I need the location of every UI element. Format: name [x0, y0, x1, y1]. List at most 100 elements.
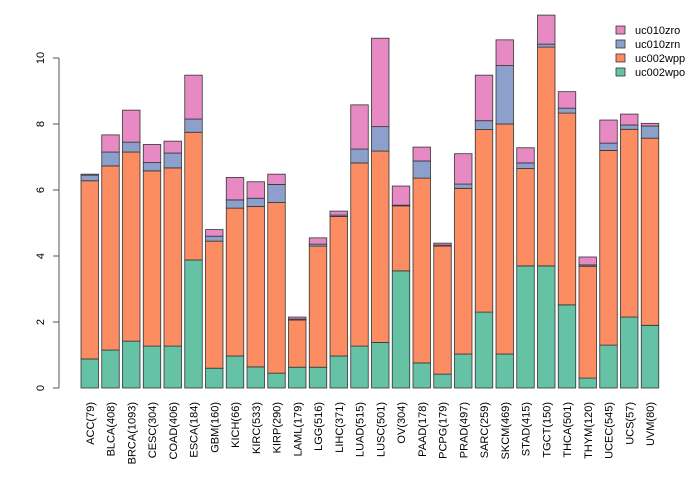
- bar-segment-uc010zro: [267, 173, 286, 185]
- legend-label: uc002wpo: [635, 67, 685, 79]
- bar-segment-uc002wpo: [163, 345, 182, 389]
- bar-segment-uc002wpp: [371, 150, 390, 343]
- bar-segment-uc002wpp: [267, 202, 286, 374]
- x-tick-label: CESC(304): [147, 402, 159, 458]
- x-tick-label: UCEC(545): [604, 402, 616, 459]
- bar-segment-uc002wpp: [454, 187, 473, 355]
- x-tick-label: THYM(120): [583, 402, 595, 459]
- bar-segment-uc010zro: [80, 173, 99, 176]
- bar-segment-uc010zrn: [599, 142, 618, 151]
- bar-segment-uc002wpo: [329, 355, 348, 389]
- bar-segment-uc010zro: [433, 242, 452, 246]
- bar-segment-uc002wpp: [391, 205, 411, 272]
- bar-segment-uc010zrn: [537, 43, 556, 48]
- bar-segment-uc010zro: [184, 74, 203, 120]
- bar-segment-uc002wpo: [308, 366, 328, 389]
- bar-segment-uc010zrn: [474, 120, 494, 131]
- bar-segment-uc002wpp: [474, 129, 494, 313]
- y-tick-label: 6: [35, 187, 47, 193]
- x-tick-label: LUSC(501): [375, 402, 387, 457]
- bar-segment-uc002wpo: [391, 270, 411, 389]
- bar-segment-uc002wpp: [142, 170, 162, 347]
- y-tick-label: 8: [35, 121, 47, 127]
- bar-segment-uc010zro: [620, 113, 639, 126]
- x-tick-label: LGG(516): [313, 402, 325, 451]
- legend-label: uc010zrn: [635, 39, 680, 51]
- bar-segment-uc002wpp: [537, 46, 556, 267]
- bar-segment-uc010zro: [225, 177, 245, 201]
- bar-segment-uc010zro: [495, 39, 514, 66]
- x-tick-label: OV(304): [396, 402, 408, 444]
- y-tick-label: 4: [35, 253, 47, 259]
- x-tick-label: SARC(259): [479, 402, 491, 458]
- bar-segment-uc002wpo: [537, 265, 556, 389]
- legend-swatch-uc010zro: [615, 25, 626, 35]
- legend: uc010zro uc010zrn uc002wpp uc002wpo: [615, 25, 685, 79]
- bar-segment-uc010zrn: [246, 197, 265, 207]
- bar-segment-uc002wpo: [371, 342, 390, 389]
- x-tick-label: BRCA(1093): [126, 402, 138, 464]
- bar-segment-uc002wpp: [101, 165, 120, 351]
- x-tick-label: KICH(66): [230, 402, 242, 448]
- bar-segment-uc002wpp: [620, 128, 639, 318]
- y-tick-label: 2: [35, 319, 47, 325]
- bar-segment-uc010zrn: [163, 152, 182, 169]
- bar-segment-uc002wpo: [620, 316, 639, 389]
- legend-label: uc010zro: [635, 25, 680, 37]
- x-tick-label: ACC(79): [85, 402, 97, 445]
- legend-swatch-uc002wpp: [615, 53, 626, 63]
- legend-label: uc002wpp: [635, 53, 685, 65]
- bar-segment-uc010zrn: [640, 125, 660, 139]
- bar-segment-uc002wpp: [246, 206, 265, 368]
- bar-segment-uc002wpp: [122, 151, 141, 342]
- bar-segment-uc002wpp: [225, 207, 245, 357]
- legend-swatch-uc010zrn: [615, 39, 626, 49]
- bar-segment-uc010zrn: [516, 162, 535, 169]
- bar-segment-uc010zro: [101, 134, 120, 153]
- bar-segment-uc010zro: [516, 147, 535, 164]
- bar-segment-uc010zro: [122, 109, 141, 143]
- x-tick-label: COAD(406): [168, 402, 180, 459]
- bar-segment-uc002wpo: [225, 355, 245, 389]
- bar-segment-uc002wpp: [288, 319, 307, 368]
- bar-segment-uc010zro: [288, 316, 307, 320]
- x-tick-label: ESCA(184): [189, 402, 201, 458]
- bar-segment-uc002wpp: [599, 149, 618, 346]
- bar-segment-uc010zro: [454, 153, 473, 185]
- x-tick-label: THCA(501): [562, 402, 574, 458]
- bar-segment-uc002wpp: [205, 240, 224, 369]
- bar-segment-uc010zrn: [557, 107, 577, 114]
- bar-segment-uc002wpo: [640, 324, 660, 389]
- bar-segment-uc010zrn: [412, 160, 431, 179]
- bar-segment-uc002wpp: [557, 112, 577, 306]
- bar-segment-uc010zrn: [184, 118, 203, 133]
- bar-segment-uc010zrn: [122, 141, 141, 153]
- bar-segment-uc010zrn: [267, 183, 286, 203]
- bar-segment-uc002wpp: [640, 137, 660, 326]
- bar-segment-uc010zro: [599, 119, 618, 144]
- x-axis-labels: ACC(79) BLCA(408) BRCA(1093) CESC(304) COAD(…: [85, 402, 657, 464]
- bar-segment-uc002wpp: [350, 162, 369, 347]
- bar-segment-uc002wpo: [557, 304, 577, 389]
- bar-segment-uc010zro: [308, 237, 328, 245]
- bar-segment-uc002wpp: [184, 131, 203, 261]
- bar-segment-uc002wpo: [80, 358, 99, 389]
- bar-segment-uc002wpp: [308, 245, 328, 368]
- bar-segment-uc002wpo: [122, 340, 141, 389]
- bar-segment-uc002wpo: [516, 265, 535, 389]
- x-tick-label: UVM(80): [645, 402, 657, 446]
- x-tick-label: KIRP(290): [272, 402, 284, 453]
- bar-segment-uc010zro: [537, 14, 556, 45]
- x-tick-label: GBM(160): [209, 402, 221, 453]
- x-tick-label: PRAD(497): [458, 402, 470, 458]
- bar-segment-uc010zrn: [101, 151, 120, 167]
- bar-segment-uc002wpp: [80, 180, 99, 360]
- x-tick-label: PCPG(179): [438, 402, 450, 459]
- x-tick-label: LUAD(515): [355, 402, 367, 457]
- bar-segment-uc002wpp: [163, 167, 182, 347]
- bar-segment-uc010zro: [329, 210, 348, 216]
- bars: [80, 14, 660, 389]
- bar-segment-uc010zrn: [80, 174, 99, 182]
- bar-segment-uc002wpo: [142, 345, 162, 389]
